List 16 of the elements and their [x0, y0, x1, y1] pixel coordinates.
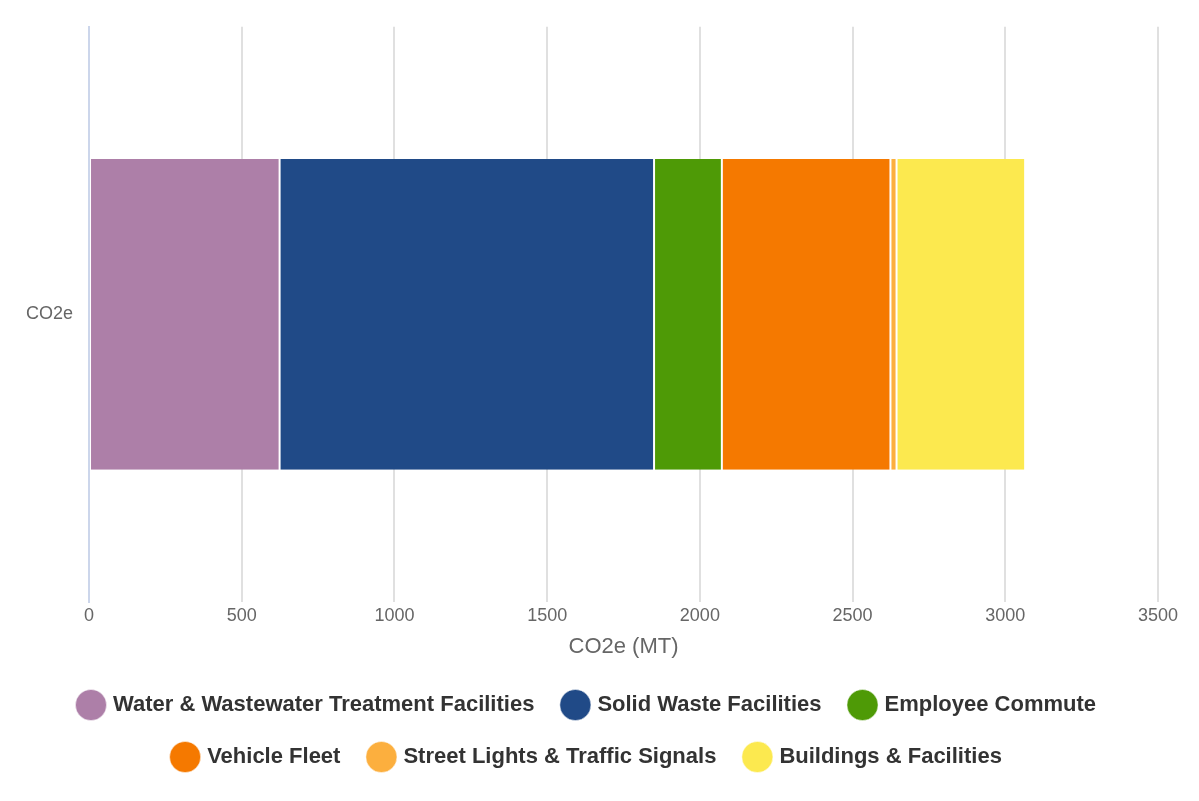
x-tick-label: 2000 — [679, 604, 720, 625]
legend-label: Buildings & Facilities — [779, 743, 1002, 769]
legend-label: Solid Waste Facilities — [597, 691, 822, 717]
y-tick-label: CO2e — [25, 303, 74, 324]
x-axis-title: CO2e (MT) — [568, 632, 679, 658]
x-tick-label: 2500 — [832, 604, 873, 625]
legend-label: Water & Wastewater Treatment Facilities — [112, 691, 535, 717]
x-tick-label: 3500 — [1137, 604, 1179, 625]
x-tick-label: 1500 — [527, 604, 568, 625]
x-tick-label: 0 — [84, 604, 95, 625]
legend-label: Street Lights & Traffic Signals — [403, 743, 717, 769]
x-tick-label: 500 — [226, 604, 257, 625]
x-tick-label: 1000 — [374, 604, 415, 625]
legend-label: Employee Commute — [884, 691, 1097, 717]
legend-label: Vehicle Fleet — [207, 743, 342, 769]
x-tick-label: 3000 — [985, 604, 1026, 625]
